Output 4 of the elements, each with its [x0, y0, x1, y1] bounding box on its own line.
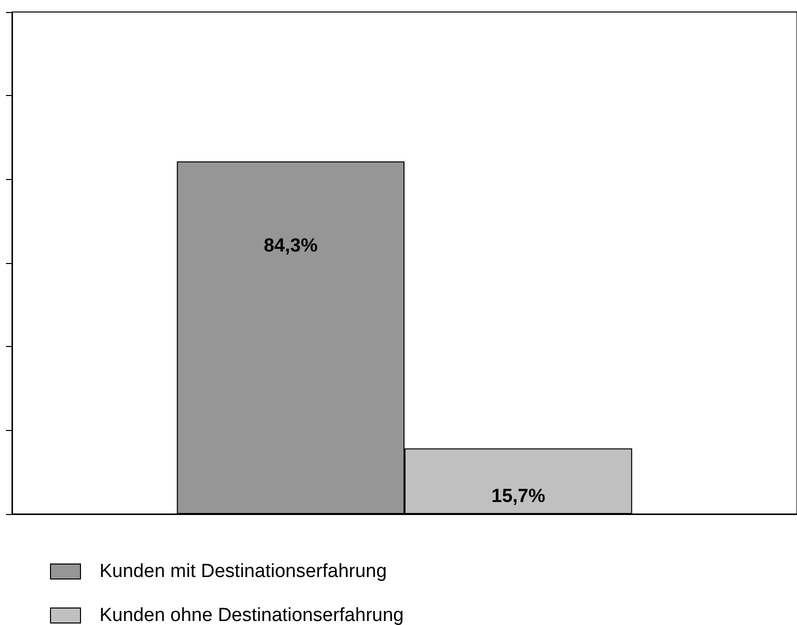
legend-label: Kunden ohne Destinationserfahrung	[100, 605, 404, 625]
data-label: 15,7%	[491, 486, 546, 507]
data-label: 84,3%	[264, 235, 318, 256]
legend-label: Kunden mit Destinationserfahrung	[100, 561, 387, 582]
